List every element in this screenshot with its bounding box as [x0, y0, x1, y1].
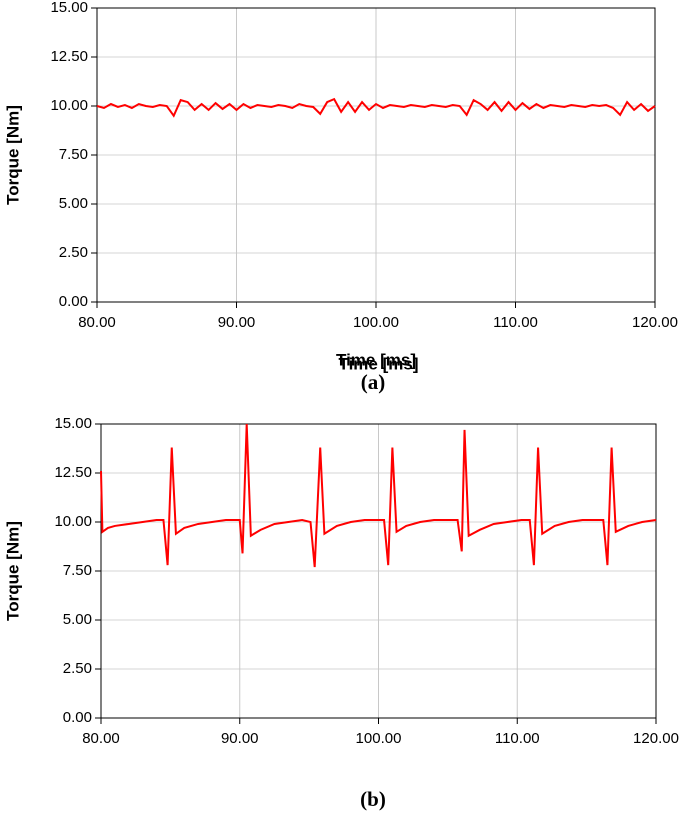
data-line: [96, 97, 656, 118]
y-tick-label: 5.00: [59, 195, 88, 212]
x-tick-label: 100.00: [356, 730, 402, 747]
caption: (b): [360, 787, 386, 811]
y-tick-label: 5.00: [63, 611, 92, 628]
x-axis-label: Time [ms]: [336, 350, 416, 369]
y-tick-label: 12.50: [54, 464, 92, 481]
data-line: [100, 423, 657, 568]
plot-frame: [96, 7, 656, 303]
x-tick-label: 80.00: [78, 314, 116, 331]
y-tick-label: 2.50: [59, 244, 88, 261]
caption: (a): [361, 370, 386, 394]
plot-frame: [100, 423, 657, 719]
x-tick-label: 90.00: [221, 730, 259, 747]
y-tick-label: 7.50: [59, 146, 88, 163]
x-tick-label: 110.00: [495, 730, 540, 747]
x-tick-label: 80.00: [82, 730, 120, 747]
y-tick-label: 10.00: [54, 513, 92, 530]
x-tick-label: 100.00: [353, 314, 399, 331]
y-tick-label: 2.50: [63, 660, 92, 677]
y-tick-label: 0.00: [59, 293, 88, 310]
x-tick-label: 120.00: [633, 730, 679, 747]
y-tick-label: 7.50: [63, 562, 92, 579]
y-tick-label: 12.50: [50, 48, 88, 65]
x-tick-label: 110.00: [493, 314, 538, 331]
x-axis-label: Time [ms]: [339, 354, 419, 373]
y-tick-label: 0.00: [63, 709, 92, 726]
y-axis-label: Torque [Nm]: [3, 105, 22, 205]
x-tick-label: 90.00: [218, 314, 256, 331]
x-tick-label: 120.00: [632, 314, 678, 331]
y-tick-label: 15.00: [50, 0, 88, 16]
y-tick-label: 15.00: [54, 415, 92, 432]
y-tick-label: 10.00: [50, 97, 88, 114]
y-axis-label: Torque [Nm]: [3, 521, 22, 621]
